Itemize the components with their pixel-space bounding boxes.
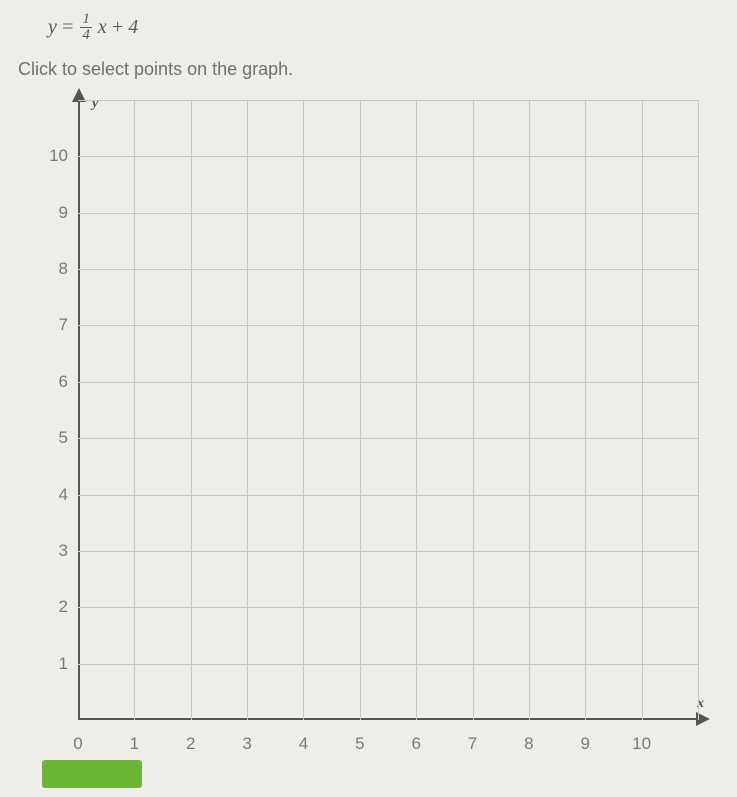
x-tick-label: 2: [186, 734, 195, 754]
y-tick-label: 2: [59, 597, 68, 617]
fraction-denominator: 4: [80, 28, 92, 43]
y-tick-label: 10: [49, 146, 68, 166]
equation-line: y = 1 4 x + 4: [18, 12, 719, 43]
submit-button[interactable]: [42, 760, 142, 788]
gridline-vertical: [698, 100, 699, 720]
gridline-vertical: [642, 100, 643, 720]
y-tick-label: 1: [59, 654, 68, 674]
x-tick-label: 0: [73, 734, 82, 754]
y-axis-label: y: [92, 96, 98, 112]
x-tick-label: 4: [299, 734, 308, 754]
x-tick-label: 5: [355, 734, 364, 754]
fraction-numerator: 1: [80, 12, 92, 28]
y-tick-label: 3: [59, 541, 68, 561]
gridline-vertical: [529, 100, 530, 720]
y-axis: [78, 100, 80, 720]
instruction-text: Click to select points on the graph.: [18, 59, 719, 80]
gridline-vertical: [416, 100, 417, 720]
x-tick-label: 6: [411, 734, 420, 754]
equation-eq: =: [61, 16, 75, 39]
equation-plus: +: [111, 16, 125, 39]
equation-const: 4: [128, 16, 138, 39]
gridline-vertical: [473, 100, 474, 720]
graph-plot-area[interactable]: y x 12345678910012345678910: [78, 100, 698, 720]
gridline-horizontal: [78, 156, 698, 157]
x-tick-label: 3: [242, 734, 251, 754]
x-tick-label: 10: [632, 734, 651, 754]
graph-container: y x 12345678910012345678910: [18, 94, 719, 720]
x-tick-label: 8: [524, 734, 533, 754]
gridline-vertical: [360, 100, 361, 720]
gridline-horizontal: [78, 438, 698, 439]
gridline-horizontal: [78, 100, 698, 101]
gridline-vertical: [191, 100, 192, 720]
gridline-horizontal: [78, 213, 698, 214]
gridline-horizontal: [78, 495, 698, 496]
x-axis: [78, 718, 698, 720]
gridline-horizontal: [78, 664, 698, 665]
equation-lhs: y: [48, 16, 57, 39]
gridline-vertical: [134, 100, 135, 720]
gridline-horizontal: [78, 607, 698, 608]
y-tick-label: 7: [59, 315, 68, 335]
gridline-horizontal: [78, 269, 698, 270]
gridline-horizontal: [78, 382, 698, 383]
gridline-vertical: [585, 100, 586, 720]
y-tick-label: 4: [59, 485, 68, 505]
x-tick-label: 7: [468, 734, 477, 754]
x-tick-label: 1: [130, 734, 139, 754]
y-tick-label: 6: [59, 372, 68, 392]
gridline-horizontal: [78, 325, 698, 326]
gridline-vertical: [303, 100, 304, 720]
x-tick-label: 9: [581, 734, 590, 754]
gridline-horizontal: [78, 551, 698, 552]
y-tick-label: 5: [59, 428, 68, 448]
gridline-vertical: [247, 100, 248, 720]
y-tick-label: 8: [59, 259, 68, 279]
y-tick-label: 9: [59, 203, 68, 223]
equation-fraction: 1 4: [80, 12, 92, 43]
equation-var: x: [98, 16, 107, 39]
